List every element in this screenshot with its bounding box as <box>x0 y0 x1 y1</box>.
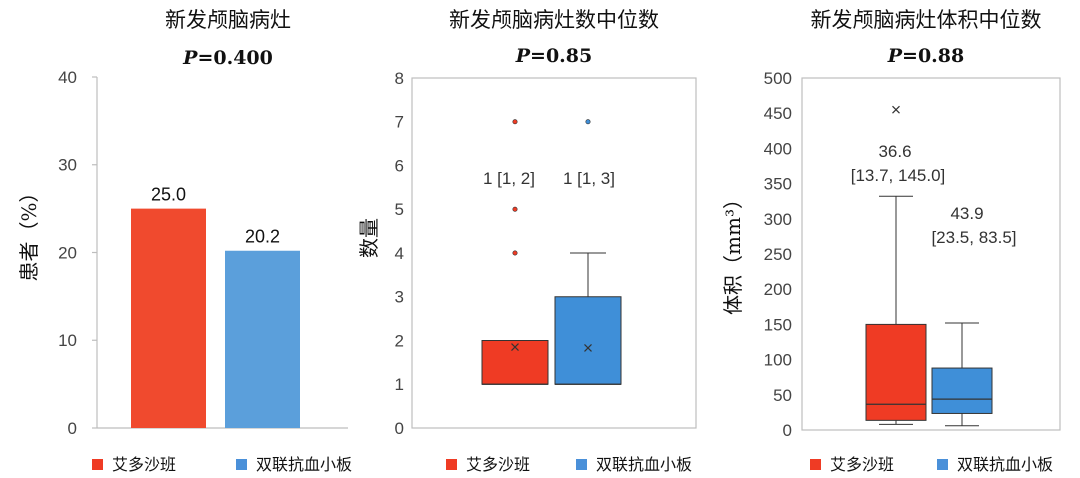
y-tick-label: 2 <box>395 331 404 350</box>
box <box>931 367 993 414</box>
y-tick-label: 0 <box>395 419 404 438</box>
legend-label-a: 艾多沙班 <box>466 455 530 474</box>
y-tick-label: 0 <box>68 419 77 438</box>
outlier-point <box>512 250 518 256</box>
y-axis-label: 患者（%） <box>17 182 41 281</box>
boxes <box>481 119 622 385</box>
legend-label-b: 双联抗血小板 <box>596 455 692 474</box>
median-label-series-b: 1 [1, 3] <box>563 169 615 188</box>
p-value-prefix: P <box>182 47 198 69</box>
iqr-label-series-a: [13.7, 145.0] <box>851 166 946 185</box>
y-tick-label: 6 <box>395 156 404 175</box>
p-value-prefix: P <box>887 45 903 67</box>
y-tick-label: 0 <box>783 421 792 440</box>
chart-title: 新发颅脑病灶 <box>165 8 291 32</box>
legend-label-a: 艾多沙班 <box>112 455 176 474</box>
y-tick-label: 400 <box>764 139 792 158</box>
y-axis-label: 数量 <box>357 218 381 258</box>
boxes <box>865 105 993 427</box>
p-value-prefix: P <box>515 45 531 67</box>
bar-value-label: 20.2 <box>245 227 280 247</box>
legend-swatch-b <box>937 459 948 470</box>
y-tick-labels: 0 1 2 3 4 5 6 7 8 <box>395 69 404 438</box>
y-tick-label: 200 <box>764 280 792 299</box>
legend-label-b: 双联抗血小板 <box>957 455 1053 474</box>
mean-marker <box>584 344 592 352</box>
y-tick-label: 500 <box>764 69 792 88</box>
bar-value-labels: 25.0 20.2 <box>151 185 280 247</box>
chart-title: 新发颅脑病灶体积中位数 <box>811 8 1042 32</box>
bar-value-label: 25.0 <box>151 185 186 205</box>
outlier-point <box>585 119 591 125</box>
mean-marker <box>892 105 900 114</box>
box <box>554 296 622 385</box>
y-tick-label: 150 <box>764 315 792 334</box>
iqr-label-series-b: [23.5, 83.5] <box>931 228 1016 247</box>
y-tick-label: 100 <box>764 351 792 370</box>
p-value-rest: =0.400 <box>197 47 272 69</box>
y-tick-label: 3 <box>395 288 404 307</box>
legend-label-a: 艾多沙班 <box>830 455 894 474</box>
y-tick-labels: 0 10 20 30 40 <box>58 68 97 438</box>
y-tick-label: 7 <box>395 113 404 132</box>
legend-swatch-a <box>446 459 457 470</box>
y-tick-label: 250 <box>764 245 792 264</box>
bars <box>131 208 300 428</box>
y-tick-label: 8 <box>395 69 404 88</box>
y-tick-label: 300 <box>764 210 792 229</box>
p-value: P=0.400 <box>182 47 273 69</box>
plot-frame <box>801 77 1061 431</box>
outlier-point <box>512 206 518 212</box>
legend-swatch-a <box>810 459 821 470</box>
y-tick-label: 450 <box>764 104 792 123</box>
legend-panel-2: 艾多沙班 双联抗血小板 <box>446 455 692 474</box>
mean-marker <box>511 343 519 351</box>
box <box>865 323 927 421</box>
y-tick-label: 350 <box>764 175 792 194</box>
legend-panel-3: 艾多沙班 双联抗血小板 <box>810 455 1053 474</box>
median-label-series-b: 43.9 <box>950 204 983 223</box>
legend-swatch-a <box>92 459 103 470</box>
y-tick-label: 5 <box>395 200 404 219</box>
volume-boxplot-panel: 新发颅脑病灶体积中位数 P=0.88 体积（mm³） 0 50 100 150 200 2… <box>721 8 1061 440</box>
legend-label-b: 双联抗血小板 <box>256 455 352 474</box>
outlier-point <box>512 119 518 125</box>
p-value: P=0.85 <box>515 45 593 67</box>
p-value: P=0.88 <box>887 45 965 67</box>
legend-swatch-b <box>576 459 587 470</box>
median-label-series-a: 1 [1, 2] <box>483 169 535 188</box>
y-axis-label: 体积（mm³） <box>721 189 745 315</box>
p-value-rest: =0.85 <box>530 45 592 67</box>
y-tick-label: 30 <box>58 156 77 175</box>
chart-title: 新发颅脑病灶数中位数 <box>449 8 659 32</box>
bar-chart-panel: 新发颅脑病灶 P=0.400 患者（%） 0 10 20 30 40 25.0 20.2 <box>17 8 348 438</box>
y-tick-label: 4 <box>395 244 404 263</box>
y-tick-label: 50 <box>773 386 792 405</box>
legend-panel-1: 艾多沙班 双联抗血小板 <box>92 455 352 474</box>
y-tick-labels: 0 50 100 150 200 250 300 350 400 450 500 <box>764 69 792 440</box>
y-tick-label: 20 <box>58 243 77 262</box>
plot-frame <box>411 77 697 429</box>
y-tick-label: 10 <box>58 331 77 350</box>
median-label-series-a: 36.6 <box>878 142 911 161</box>
p-value-rest: =0.88 <box>902 45 964 67</box>
y-tick-label: 1 <box>395 375 404 394</box>
y-tick-label: 40 <box>58 68 77 87</box>
bar <box>131 208 206 428</box>
bar <box>225 250 300 428</box>
legend-swatch-b <box>236 459 247 470</box>
